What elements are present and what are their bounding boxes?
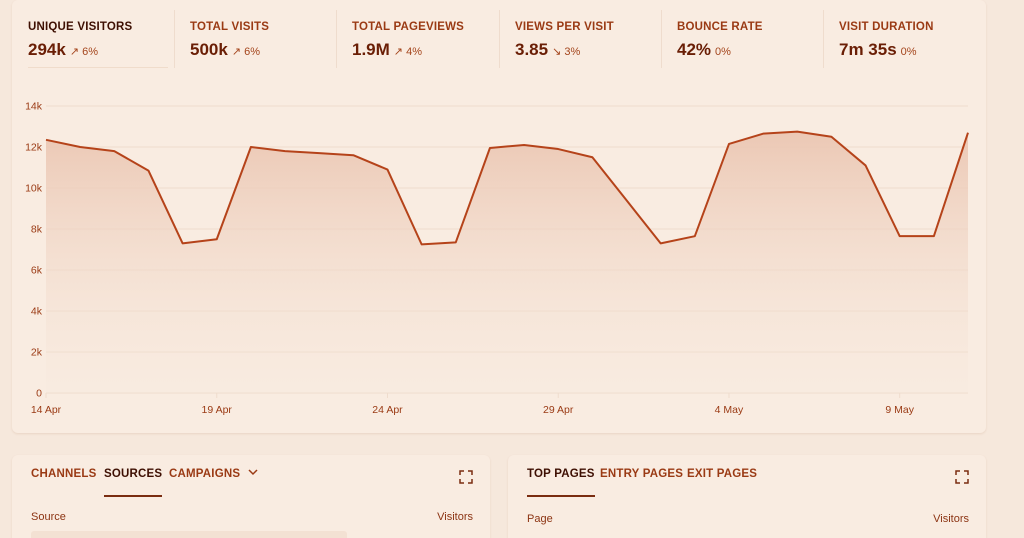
- data-point: [216, 238, 218, 240]
- data-point: [79, 146, 81, 148]
- data-point: [659, 242, 661, 244]
- y-tick-label: 2k: [31, 347, 43, 359]
- stat-change: ↗ 6%: [231, 46, 260, 58]
- stat-change: ↗ 6%: [69, 46, 98, 58]
- tab-campaigns[interactable]: CAMPAIGNS: [169, 468, 258, 480]
- stat-label: TOTAL VISITS: [190, 21, 270, 33]
- stat-label: TOTAL PAGEVIEWS: [352, 21, 465, 33]
- x-tick-label: 19 Apr: [202, 404, 233, 416]
- stats-row: UNIQUE VISITORS 294k ↗ 6% TOTAL VISITS 50…: [12, 0, 986, 70]
- stat-unique-visitors[interactable]: UNIQUE VISITORS 294k ↗ 6%: [12, 0, 174, 68]
- stats-chart-card: UNIQUE VISITORS 294k ↗ 6% TOTAL VISITS 50…: [12, 0, 986, 433]
- stat-value: 500k ↗ 6%: [190, 40, 260, 59]
- data-point: [523, 144, 525, 146]
- data-point: [762, 132, 764, 134]
- stat-total-visits[interactable]: TOTAL VISITS 500k ↗ 6%: [174, 0, 336, 68]
- series-line-unique-visitors: [45, 130, 969, 246]
- x-tick-label: 24 Apr: [372, 404, 403, 416]
- stat-label: BOUNCE RATE: [677, 21, 763, 33]
- data-point: [147, 169, 149, 171]
- stat-views-per-visit[interactable]: VIEWS PER VISIT 3.85 ↘ 3%: [499, 0, 661, 68]
- tab-exit-pages[interactable]: EXIT PAGES: [687, 468, 758, 480]
- stat-change: 0%: [900, 46, 917, 58]
- data-point: [625, 199, 627, 201]
- sources-panel: CHANNELS SOURCES CAMPAIGNS Source Visito…: [12, 455, 490, 538]
- stat-value: 7m 35s 0%: [839, 40, 917, 59]
- stat-label: UNIQUE VISITORS: [28, 21, 133, 33]
- chevron-down-icon: [248, 469, 258, 476]
- data-point: [113, 150, 115, 152]
- area-fill: [46, 131, 968, 393]
- data-point: [694, 235, 696, 237]
- tab-entry-pages[interactable]: ENTRY PAGES: [600, 468, 684, 480]
- y-tick-label: 6k: [31, 265, 43, 277]
- list-item[interactable]: [31, 531, 347, 538]
- pages-panel: TOP PAGES ENTRY PAGES EXIT PAGES Page Vi…: [508, 455, 986, 538]
- data-point: [899, 235, 901, 237]
- stat-value: 42% 0%: [677, 40, 731, 59]
- stat-change: 0%: [715, 46, 731, 58]
- visitors-chart[interactable]: 0 2k 4k 6k 8k 10k 12k 14k 14 Apr 19 Apr 24 Apr 29 A…: [12, 0, 986, 433]
- y-tick-label: 10k: [25, 183, 43, 195]
- data-point: [591, 156, 593, 158]
- data-point: [933, 235, 935, 237]
- stat-value: 294k ↗ 6%: [28, 40, 98, 59]
- stat-change: ↘ 3%: [552, 46, 581, 58]
- stat-value: 1.9M ↗ 4%: [352, 40, 422, 59]
- expand-icon[interactable]: [459, 470, 473, 484]
- data-point: [284, 150, 286, 152]
- x-tick-label: 9 May: [885, 404, 914, 416]
- stat-value: 3.85 ↘ 3%: [515, 40, 581, 59]
- y-tick-label: 12k: [25, 142, 43, 154]
- data-point: [830, 136, 832, 138]
- data-point: [386, 168, 388, 170]
- data-point: [489, 147, 491, 149]
- data-point: [181, 242, 183, 244]
- data-point: [45, 139, 47, 141]
- tab-channels[interactable]: CHANNELS: [31, 468, 97, 480]
- data-point: [250, 146, 252, 148]
- data-point: [557, 148, 559, 150]
- y-tick-label: 8k: [31, 224, 43, 236]
- data-point: [967, 131, 969, 133]
- column-header-source: Source: [31, 511, 66, 523]
- data-point: [420, 243, 422, 245]
- column-header-page: Page: [527, 513, 553, 525]
- column-header-visitors: Visitors: [437, 511, 473, 523]
- tab-sources[interactable]: SOURCES: [104, 468, 163, 497]
- stat-bounce-rate[interactable]: BOUNCE RATE 42% 0%: [661, 0, 823, 68]
- data-point: [318, 152, 320, 154]
- stat-label: VIEWS PER VISIT: [515, 21, 614, 33]
- column-header-visitors: Visitors: [933, 513, 969, 525]
- data-point: [864, 164, 866, 166]
- x-tick-label: 29 Apr: [543, 404, 574, 416]
- data-point: [352, 154, 354, 156]
- data-point: [796, 130, 798, 132]
- stat-active-indicator: [28, 67, 168, 68]
- stat-total-pageviews[interactable]: TOTAL PAGEVIEWS 1.9M ↗ 4%: [336, 0, 498, 68]
- expand-icon[interactable]: [955, 470, 969, 484]
- stat-change: ↗ 4%: [393, 46, 422, 58]
- stat-label: VISIT DURATION: [839, 21, 934, 33]
- x-tick-label: 14 Apr: [31, 404, 62, 416]
- tab-top-pages[interactable]: TOP PAGES: [527, 468, 595, 497]
- y-tick-label: 0: [36, 388, 42, 400]
- x-tick-label: 4 May: [715, 404, 744, 416]
- data-point: [455, 241, 457, 243]
- y-tick-label: 14k: [25, 101, 43, 113]
- y-tick-label: 4k: [31, 306, 43, 318]
- stat-visit-duration[interactable]: VISIT DURATION 7m 35s 0%: [823, 0, 985, 68]
- data-point: [728, 143, 730, 145]
